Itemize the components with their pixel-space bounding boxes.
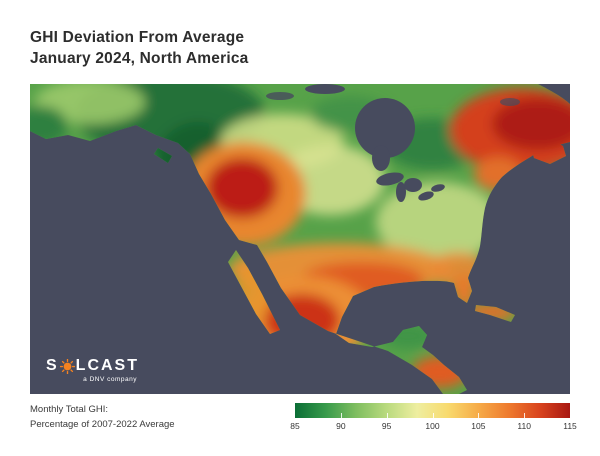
colorbar-tick-mark (432, 413, 434, 418)
page-title: GHI Deviation From Average (30, 29, 245, 46)
lake-erie (418, 191, 434, 201)
lake-huron (404, 178, 422, 192)
arctic-channel (500, 98, 520, 106)
colorbar-caption-line2: Percentage of 2007-2022 Average (30, 418, 175, 430)
logo-text-before-sun: S (46, 357, 59, 374)
colorbar-tick-label: 100 (425, 421, 440, 431)
colorbar-gradient (295, 403, 570, 418)
colorbar-caption: Monthly Total GHI: Percentage of 2007-20… (30, 403, 175, 432)
colorbar-tick-label: 110 (517, 421, 531, 431)
logo-text-after-sun: LCAST (75, 357, 139, 374)
colorbar-tick-mark (524, 413, 526, 418)
colorbar-tick-label: 115 (563, 421, 577, 431)
lake-superior (376, 172, 404, 186)
lake-michigan (396, 182, 406, 202)
logo-tagline: a DNV company (83, 376, 137, 383)
james-bay (372, 145, 390, 171)
colorbar-caption-line1: Monthly Total GHI: (30, 404, 108, 415)
solcast-logo: S LCAST a DNV company (46, 358, 139, 384)
hudson-bay (355, 98, 415, 158)
lake-ontario (431, 184, 445, 192)
colorbar-tick-label: 105 (471, 421, 486, 431)
colorbar-tick-mark (478, 413, 480, 418)
footer: Monthly Total GHI: Percentage of 2007-20… (30, 403, 577, 432)
colorbar-tick-mark (386, 413, 388, 418)
arctic-channel (266, 92, 294, 100)
arctic-channel (305, 84, 345, 94)
north-america-heatmap (30, 84, 570, 394)
page-subtitle: January 2024, North America (30, 50, 249, 67)
colorbar-tick-mark (340, 413, 342, 418)
inland-water (266, 84, 520, 202)
ghi-heat-blobs (30, 84, 570, 388)
solcast-wordmark: S LCAST (46, 358, 139, 374)
colorbar-tick-label: 85 (290, 421, 300, 431)
colorbar: 85 90 95 100 105 110 115 (290, 403, 577, 432)
colorbar-ticks: 85 90 95 100 105 110 115 (290, 421, 577, 432)
colorbar-tick-label: 90 (336, 421, 346, 431)
sun-icon (59, 358, 75, 374)
header: GHI Deviation From Average January 2024,… (30, 27, 248, 69)
colorbar-tick-label: 95 (381, 421, 392, 431)
ghi-deviation-map: S LCAST a DNV company (30, 84, 570, 394)
